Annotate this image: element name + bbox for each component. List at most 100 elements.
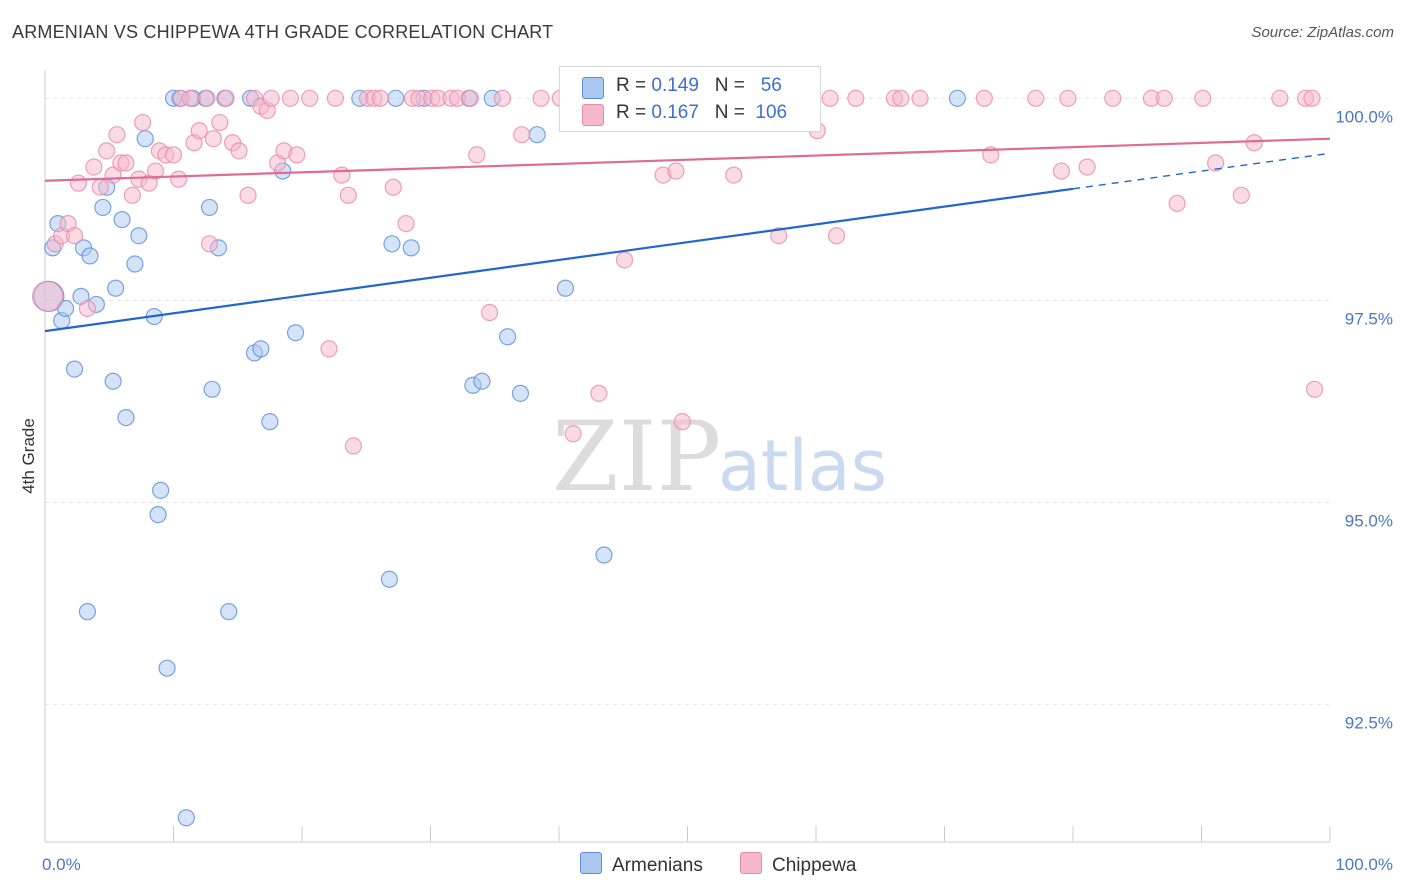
- armenians-r-label: R =: [616, 75, 652, 96]
- bottom-legend-chippewa: Chippewa: [740, 852, 857, 877]
- axes: [44, 70, 1331, 843]
- chippewa-point-44: [320, 340, 338, 358]
- armenians-point-43: [402, 239, 420, 257]
- armenians-point-40: [380, 570, 398, 588]
- chippewa-point-13: [117, 154, 135, 172]
- chippewa-swatch: [582, 104, 604, 126]
- bottom-chippewa-swatch: [740, 852, 762, 874]
- x-tick-label-1: 100.0%: [1335, 855, 1393, 874]
- y-tick-label-0: 100.0%: [1335, 107, 1393, 126]
- chippewa-point-29: [204, 130, 222, 148]
- chippewa-point-69: [590, 384, 608, 402]
- chippewa-point-28: [200, 235, 219, 253]
- chippewa-point-106: [1305, 380, 1324, 398]
- chippewa-point-89: [975, 89, 993, 107]
- armenians-point-41: [383, 235, 401, 253]
- chippewa-point-16: [134, 113, 152, 132]
- chippewa-point-31: [217, 89, 235, 107]
- chippewa-point-42: [288, 146, 306, 164]
- legend-armenians-text: R = 0.149 N = 56: [616, 75, 782, 97]
- chippewa-point-93: [1059, 89, 1077, 107]
- chippewa-point-92: [1052, 162, 1071, 180]
- chippewa-point-11: [108, 126, 126, 144]
- armenians-point-42: [387, 89, 405, 107]
- chippewa-point-95: [1104, 89, 1122, 107]
- armenians-trend-line: [44, 187, 1074, 333]
- chippewa-point-53: [397, 214, 415, 233]
- chippewa-point-27: [198, 89, 216, 107]
- chippewa-point-83: [821, 89, 839, 107]
- bottom-chippewa-label: Chippewa: [772, 855, 857, 876]
- chippewa-point-91: [1027, 89, 1045, 107]
- chippewa-point-34: [239, 186, 257, 204]
- armenians-point-8: [81, 247, 99, 265]
- chippewa-point-8: [91, 178, 109, 196]
- chippewa-point-21: [164, 146, 183, 164]
- chippewa-point-51: [371, 89, 389, 107]
- armenians-point-13: [107, 279, 125, 297]
- chippewa-point-85: [847, 89, 865, 107]
- chippewa-point-80: [770, 227, 788, 245]
- chippewa-point-4: [65, 227, 84, 245]
- armenians-n-label: N =: [714, 75, 751, 96]
- chippewa-point-67: [564, 425, 582, 443]
- chippewa-point-99: [1194, 89, 1212, 107]
- chippewa-point-61: [468, 146, 486, 164]
- armenians-point-20: [149, 506, 167, 524]
- chippewa-r-label: R =: [616, 102, 652, 123]
- y-tick-label-1: 97.5%: [1345, 309, 1393, 328]
- x-tick-label-0: 0.0%: [42, 855, 81, 874]
- watermark-zip: ZIP: [552, 401, 721, 513]
- bottom-armenians-label: Armenians: [612, 855, 703, 876]
- armenians-point-28: [200, 198, 219, 217]
- chippewa-point-46: [333, 166, 351, 184]
- chippewa-point-45: [326, 89, 345, 107]
- chippewa-point-70: [615, 251, 634, 269]
- armenians-point-18: [136, 130, 154, 148]
- chippewa-point-48: [344, 437, 362, 455]
- chippewa-point-9: [98, 142, 116, 160]
- chippewa-point-22: [170, 170, 188, 188]
- chippewa-point-98: [1168, 194, 1186, 212]
- chippewa-point-88: [911, 89, 929, 107]
- chippewa-point-5: [69, 174, 88, 192]
- armenians-point-15: [117, 409, 135, 427]
- y-axis-label: 4th Grade: [19, 418, 38, 494]
- chippewa-point-7: [85, 158, 103, 176]
- chippewa-point-73: [667, 162, 685, 180]
- armenians-point-12: [104, 372, 122, 390]
- armenians-point-4: [56, 299, 75, 318]
- chippewa-point-63: [493, 89, 512, 107]
- armenians-point-25: [177, 809, 195, 827]
- chippewa-point-94: [1078, 158, 1096, 176]
- legend: R = 0.149 N = 56 R = 0.167 N = 106: [559, 66, 821, 132]
- chippewa-point-105: [1303, 89, 1321, 107]
- y-tick-label-3: 92.5%: [1345, 714, 1393, 733]
- chippewa-point-6: [78, 299, 97, 318]
- armenians-point-21: [152, 481, 170, 499]
- chippewa-point-103: [1271, 89, 1289, 107]
- watermark-atlas: atlas: [718, 425, 887, 507]
- chippewa-point-65: [532, 89, 550, 107]
- chippewa-point-18: [146, 162, 165, 180]
- armenians-point-38: [286, 324, 305, 342]
- chippewa-point-101: [1232, 186, 1250, 204]
- chippewa-point-41: [281, 89, 300, 107]
- chippewa-point-60: [461, 89, 479, 107]
- chippewa-point-0: [31, 280, 64, 312]
- chippewa-point-52: [384, 178, 402, 196]
- chippewa-point-26: [190, 122, 208, 140]
- armenians-point-10: [94, 198, 112, 217]
- armenians-point-5: [65, 360, 84, 378]
- y-tick-labels: 100.0% 97.5% 95.0% 92.5%: [1335, 107, 1393, 732]
- armenians-point-51: [528, 126, 546, 144]
- armenians-point-14: [113, 210, 131, 229]
- chippewa-point-43: [301, 89, 319, 107]
- chart-source: Source: ZipAtlas.com: [1251, 24, 1394, 41]
- chippewa-point-87: [892, 89, 910, 107]
- chippewa-n-label: N =: [714, 102, 751, 123]
- chippewa-point-38: [262, 89, 280, 107]
- bottom-legend-armenians: Armenians: [580, 852, 703, 877]
- x-tick-labels: 0.0% 100.0%: [42, 855, 1393, 874]
- chippewa-trend-line: [44, 137, 1331, 182]
